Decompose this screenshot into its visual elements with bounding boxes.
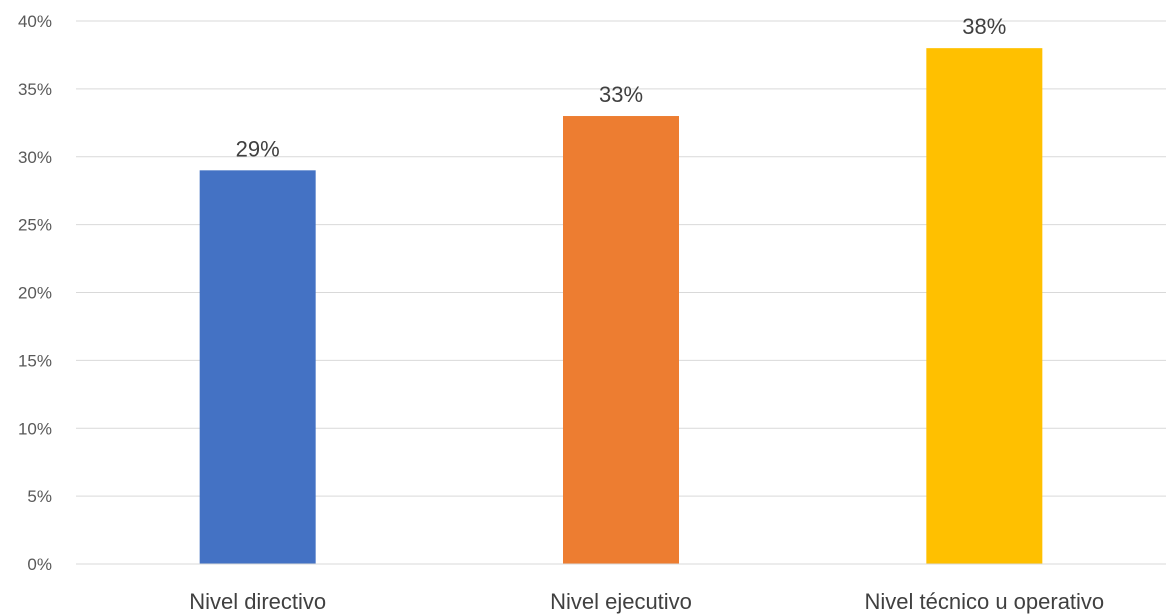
data-label: 38% <box>962 14 1006 39</box>
y-tick-label: 40% <box>18 12 52 31</box>
data-label: 29% <box>236 136 280 161</box>
data-label: 33% <box>599 82 643 107</box>
x-category-label: Nivel ejecutivo <box>550 589 692 614</box>
y-tick-label: 15% <box>18 351 52 370</box>
y-tick-label: 5% <box>27 487 52 506</box>
bar <box>926 48 1043 564</box>
x-axis-category-labels: Nivel directivo Nivel ejecutivo Nivel técn… <box>189 589 1104 614</box>
x-category-label: Nivel técnico u operativo <box>864 589 1104 614</box>
y-tick-label: 25% <box>18 216 52 235</box>
bar <box>199 170 316 564</box>
x-category-label: Nivel directivo <box>189 589 326 614</box>
y-tick-label: 20% <box>18 284 52 303</box>
y-axis-tick-labels: 0% 5% 10% 15% 20% 25% 30% 35% 40% <box>18 12 52 574</box>
bar <box>563 116 679 565</box>
y-tick-label: 10% <box>18 419 52 438</box>
bars <box>199 48 1043 565</box>
y-tick-label: 0% <box>27 555 52 574</box>
y-tick-label: 35% <box>18 80 52 99</box>
y-tick-label: 30% <box>18 148 52 167</box>
data-labels: 29% 33% 38% <box>236 14 1007 161</box>
